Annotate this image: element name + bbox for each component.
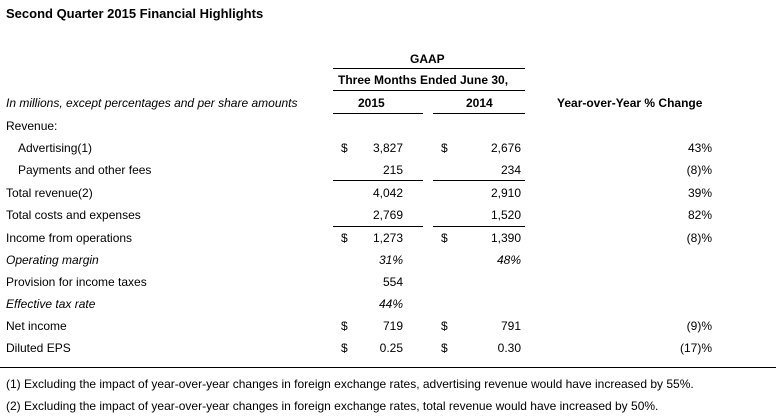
- dollar-sign-2014: $: [441, 141, 448, 155]
- dollar-sign-2014: $: [441, 231, 448, 245]
- header-rule-2015: [333, 113, 423, 114]
- dollar-sign-2014: $: [441, 319, 448, 333]
- value-2015: 554: [382, 275, 403, 289]
- header-rule-2014: [433, 113, 525, 114]
- yoy-change: 39%: [687, 186, 712, 200]
- row-label: Advertising(1): [18, 141, 93, 155]
- row-label: Provision for income taxes: [6, 275, 147, 289]
- dollar-sign-2015: $: [341, 141, 348, 155]
- value-2014: 0.30: [497, 341, 521, 355]
- value-2015: 1,273: [372, 231, 403, 245]
- rule-payments-2015: [333, 180, 423, 181]
- value-2014: 2,910: [490, 186, 521, 200]
- period-header: Three Months Ended June 30,: [338, 73, 509, 87]
- header-rule-top: [333, 68, 525, 69]
- value-2015: 4,042: [372, 186, 403, 200]
- value-2014: 1,520: [490, 208, 521, 222]
- rule-costs-2014: [433, 226, 525, 227]
- value-2015: 2,769: [372, 208, 403, 222]
- row-label: Total revenue(2): [6, 186, 93, 200]
- yoy-change: (17)%: [679, 341, 712, 355]
- value-2015: 0.25: [379, 341, 403, 355]
- row-label: Total costs and expenses: [6, 208, 141, 222]
- value-2015: 44%: [378, 297, 403, 311]
- gaap-header: GAAP: [410, 52, 445, 66]
- row-label: Net income: [6, 319, 67, 333]
- row-label: Revenue:: [6, 119, 58, 133]
- footnote-2: (2) Excluding the impact of year-over-ye…: [6, 399, 659, 413]
- dollar-sign-2014: $: [441, 341, 448, 355]
- value-2014: 791: [500, 319, 521, 333]
- dollar-sign-2015: $: [341, 341, 348, 355]
- footnote-1: (1) Excluding the impact of year-over-ye…: [6, 377, 694, 391]
- value-2015: 31%: [378, 253, 403, 267]
- value-2014: 1,390: [490, 231, 521, 245]
- value-2014: 2,676: [490, 141, 521, 155]
- value-2015: 719: [382, 319, 403, 333]
- units-note: In millions, except percentages and per …: [6, 96, 298, 110]
- col-change-header: Year-over-Year % Change: [557, 96, 703, 110]
- value-2015: 3,827: [372, 141, 403, 155]
- row-label: Operating margin: [6, 253, 99, 267]
- yoy-change: (8)%: [686, 163, 712, 177]
- row-label: Income from operations: [6, 231, 133, 245]
- col-2014-header: 2014: [466, 96, 493, 110]
- value-2015: 215: [382, 163, 403, 177]
- dollar-sign-2015: $: [341, 231, 348, 245]
- page-title: Second Quarter 2015 Financial Highlights: [6, 6, 264, 21]
- header-rule-mid: [333, 90, 525, 91]
- rule-payments-2014: [433, 180, 525, 181]
- rule-costs-2015: [333, 226, 423, 227]
- yoy-change: (8)%: [686, 231, 712, 245]
- value-2014: 234: [500, 163, 521, 177]
- value-2014: 48%: [496, 253, 521, 267]
- row-label: Diluted EPS: [6, 341, 71, 355]
- col-2015-header: 2015: [358, 96, 385, 110]
- dollar-sign-2015: $: [341, 319, 348, 333]
- yoy-change: 82%: [687, 208, 712, 222]
- row-label: Payments and other fees: [18, 163, 152, 177]
- row-label: Effective tax rate: [6, 297, 96, 311]
- yoy-change: 43%: [687, 141, 712, 155]
- footnote-divider: [0, 367, 776, 368]
- yoy-change: (9)%: [686, 319, 712, 333]
